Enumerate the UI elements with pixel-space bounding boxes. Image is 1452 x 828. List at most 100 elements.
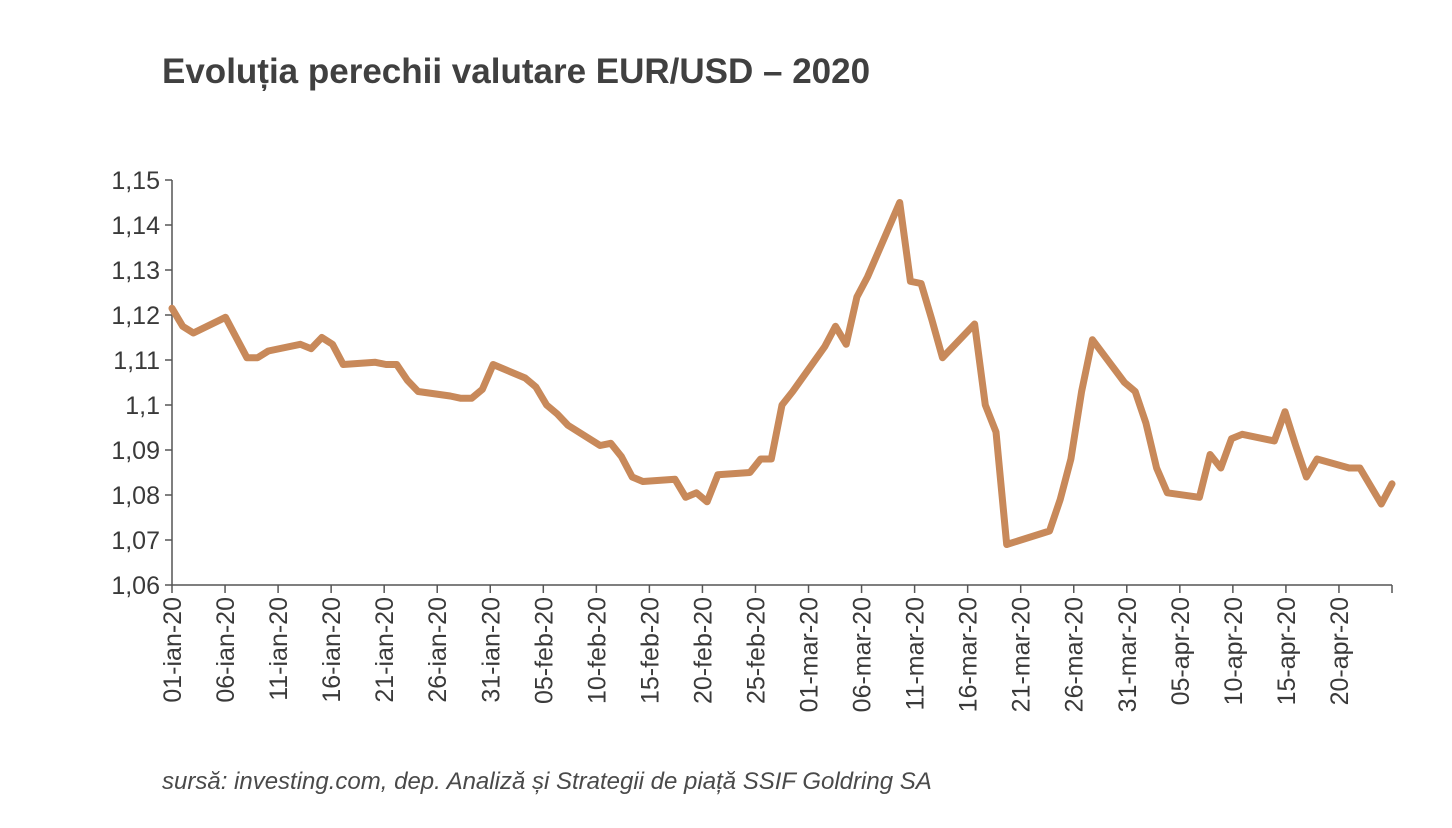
y-tick-label: 1,08 (111, 482, 160, 510)
data-point (417, 391, 419, 392)
data-point (1124, 382, 1125, 383)
x-tick-label: 05-apr-20 (1167, 597, 1195, 705)
y-tick-label: 1,09 (111, 437, 160, 465)
x-tick-label: 06-mar-20 (849, 597, 877, 712)
data-point (1241, 433, 1243, 435)
data-point (460, 397, 462, 399)
data-point (332, 343, 333, 345)
data-point (1316, 458, 1318, 460)
data-point (1049, 530, 1050, 532)
data-point (546, 404, 548, 406)
y-tick-label: 1,1 (125, 392, 160, 420)
y-tick-label: 1,14 (111, 212, 160, 240)
x-tick-label: 20-feb-20 (689, 597, 717, 704)
y-tick-label: 1,07 (111, 527, 160, 555)
x-tick-label: 15-feb-20 (636, 597, 664, 704)
data-point (695, 492, 697, 494)
data-point (267, 350, 269, 352)
data-point (845, 343, 847, 345)
y-tick-label: 1,12 (111, 302, 160, 330)
x-axis: 01-ian-20 06-ian-20 11-ian-20 16-ian-20 21-i… (159, 584, 1393, 712)
data-point (310, 348, 312, 350)
data-point (1295, 445, 1297, 446)
x-tick-label: 15-apr-20 (1273, 597, 1301, 705)
data-point (235, 337, 237, 338)
data-point (770, 458, 772, 460)
x-tick-label: 31-ian-20 (477, 597, 505, 703)
data-point (717, 474, 719, 476)
data-point (1156, 467, 1158, 469)
data-point (995, 431, 997, 433)
data-point (1370, 485, 1372, 487)
series-layer (168, 199, 1396, 548)
x-tick-label: 10-apr-20 (1220, 597, 1248, 705)
x-tick-label: 21-ian-20 (371, 597, 399, 703)
data-point (321, 337, 323, 338)
data-point (1391, 483, 1393, 485)
data-point (599, 445, 601, 446)
data-point (867, 276, 869, 278)
data-point (342, 364, 344, 365)
data-point (760, 458, 762, 460)
x-tick-label: 16-ian-20 (318, 597, 346, 703)
data-point (1134, 391, 1136, 392)
data-point (1273, 440, 1275, 442)
data-point (171, 307, 173, 309)
data-point (492, 364, 494, 365)
data-point (481, 388, 483, 390)
x-tick-label: 01-ian-20 (159, 597, 187, 703)
x-tick-label: 01-mar-20 (796, 597, 824, 712)
x-tick-label: 06-ian-20 (212, 597, 240, 703)
x-tick-label: 26-mar-20 (1061, 597, 1089, 712)
data-point (781, 404, 783, 406)
data-point (621, 456, 622, 458)
data-point (374, 361, 376, 363)
data-point (1006, 544, 1008, 545)
x-tick-label: 10-feb-20 (583, 597, 611, 704)
data-point (1305, 476, 1307, 478)
data-point (631, 476, 633, 478)
data-point (1145, 422, 1147, 424)
data-point (1220, 467, 1222, 469)
data-point (299, 343, 301, 345)
data-point (942, 357, 943, 359)
x-tick-label: 16-mar-20 (955, 597, 983, 712)
data-point (1081, 391, 1083, 392)
data-point (1059, 499, 1061, 500)
data-point (535, 386, 537, 388)
data-point (246, 357, 248, 359)
data-point (1209, 454, 1211, 455)
data-point (1091, 339, 1093, 341)
data-point (1380, 503, 1382, 505)
y-tick-label: 1,06 (111, 572, 160, 600)
data-point (610, 442, 612, 444)
y-axis: 1,06 1,07 1,08 1,09 1,1 1,11 1,12 1,13 1,14 1,15 (111, 167, 173, 600)
data-point (984, 404, 986, 406)
data-point (1070, 458, 1072, 460)
data-point (1231, 438, 1232, 440)
data-point (931, 319, 933, 320)
x-tick-label: 21-mar-20 (1008, 597, 1036, 712)
data-point (396, 364, 398, 365)
data-point (920, 283, 922, 284)
data-point (406, 379, 408, 381)
data-point (909, 280, 911, 282)
data-point (192, 332, 194, 334)
data-point (182, 325, 184, 327)
source-note: sursă: investing.com, dep. Analiză și St… (162, 768, 932, 795)
data-point (974, 323, 976, 325)
data-point (792, 391, 794, 392)
data-point (856, 296, 858, 298)
data-point (835, 325, 836, 327)
series-line-eur-usd (168, 199, 1396, 548)
data-point (642, 481, 644, 482)
data-point (1284, 411, 1286, 413)
data-point (567, 424, 569, 426)
data-point (225, 316, 226, 318)
x-tick-label: 25-feb-20 (742, 597, 770, 704)
y-tick-label: 1,15 (111, 167, 160, 195)
data-point (749, 472, 751, 473)
y-tick-label: 1,11 (113, 347, 160, 375)
x-tick-label: 11-mar-20 (902, 597, 930, 710)
